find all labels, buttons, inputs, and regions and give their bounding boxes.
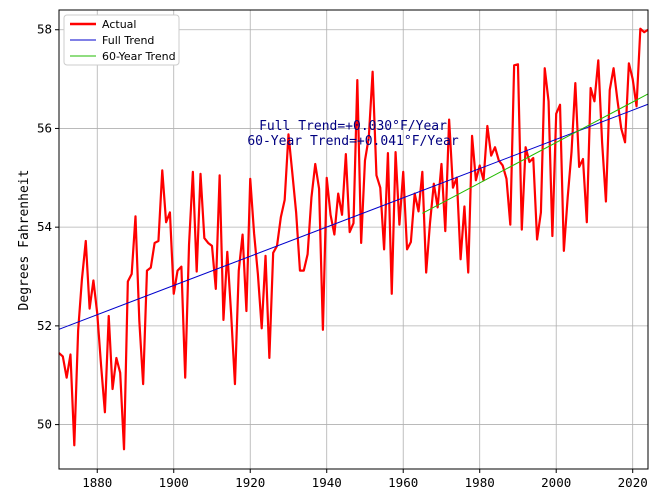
y-tick-label: 56 [37,120,52,135]
sixty-year-trend-annotation: 60-Year Trend=+0.041°F/Year [247,134,458,149]
ticks: 1880 1900 1920 1940 1960 1980 2000 2020 50 52 54 56… [37,22,648,490]
plot-frame [58,9,649,470]
legend-label-actual: Actual [102,18,136,31]
legend-label-full-trend: Full Trend [102,34,154,47]
x-tick-label: 1940 [312,475,342,490]
legend: Actual Full Trend 60-Year Trend [63,14,180,66]
y-axis-title: Degrees Fahrenheit [17,170,32,311]
series-sixty-year-trend-line [422,93,649,214]
x-tick-label: 1920 [235,475,265,490]
x-tick-label: 2000 [541,475,571,490]
series-layer [58,27,649,451]
y-tick-label: 50 [37,417,52,432]
grid [59,10,648,469]
y-tick-label: 54 [37,219,52,234]
y-tick-label: 52 [37,318,52,333]
x-tick-label: 1980 [465,475,495,490]
x-tick-label: 1900 [159,475,189,490]
x-tick-label: 1960 [388,475,418,490]
legend-box [63,14,180,66]
x-tick-label: 2020 [618,475,648,490]
series-full-trend-line [58,103,649,330]
full-trend-annotation: Full Trend=+0.030°F/Year [259,119,447,134]
y-tick-label: 58 [37,22,52,37]
legend-label-sixty-year-trend: 60-Year Trend [102,50,176,63]
x-tick-label: 1880 [82,475,112,490]
